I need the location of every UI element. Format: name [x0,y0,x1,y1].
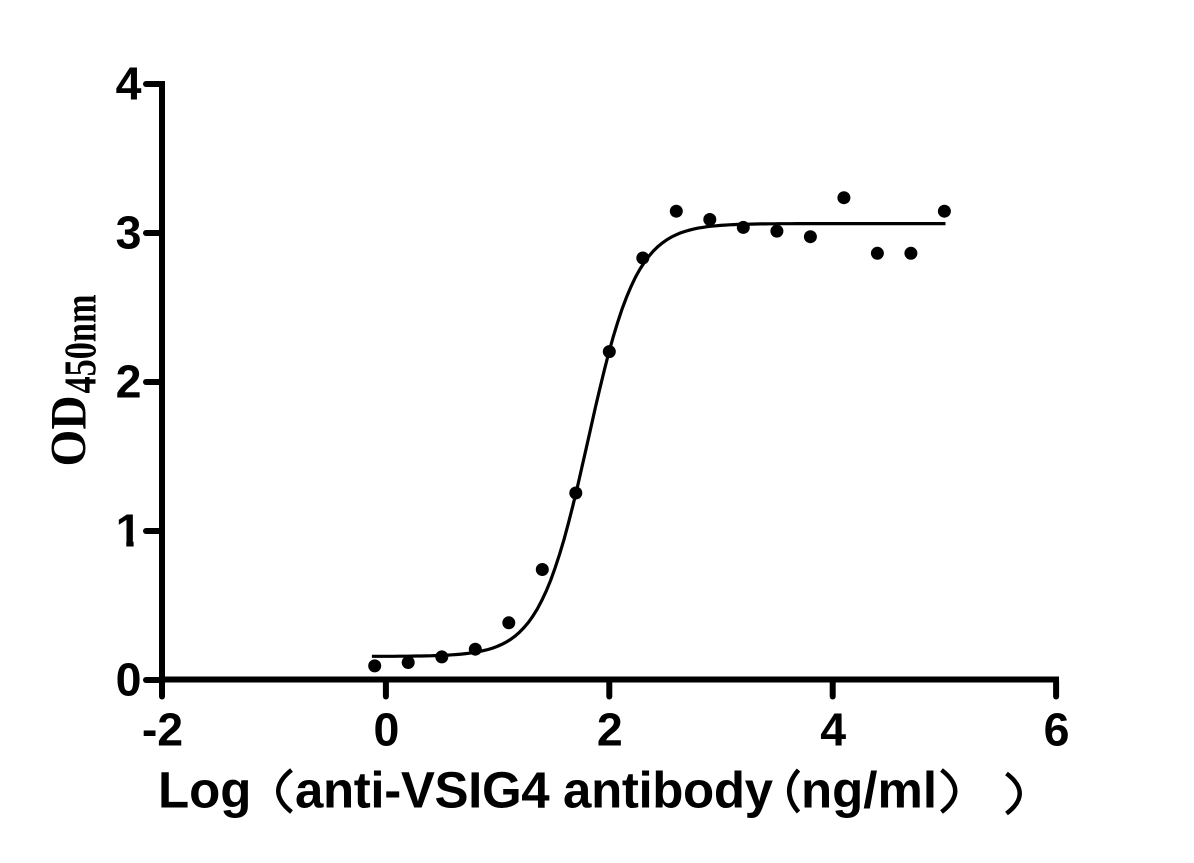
svg-text:anti-VSIG4 antibody: anti-VSIG4 antibody [295,762,774,819]
svg-text:OD450nm: OD450nm [41,295,106,467]
svg-text:Log: Log [158,762,251,819]
svg-text:4: 4 [820,703,846,755]
svg-text:6: 6 [1044,703,1070,755]
svg-text:3: 3 [116,207,142,259]
svg-text:4: 4 [116,58,142,110]
svg-text:0: 0 [373,703,399,755]
svg-text:-2: -2 [142,703,183,755]
svg-text:ng/ml: ng/ml [801,762,937,819]
svg-text:0: 0 [116,654,142,706]
svg-text:1: 1 [116,505,142,557]
svg-text:2: 2 [116,356,142,408]
svg-text:2: 2 [597,703,623,755]
